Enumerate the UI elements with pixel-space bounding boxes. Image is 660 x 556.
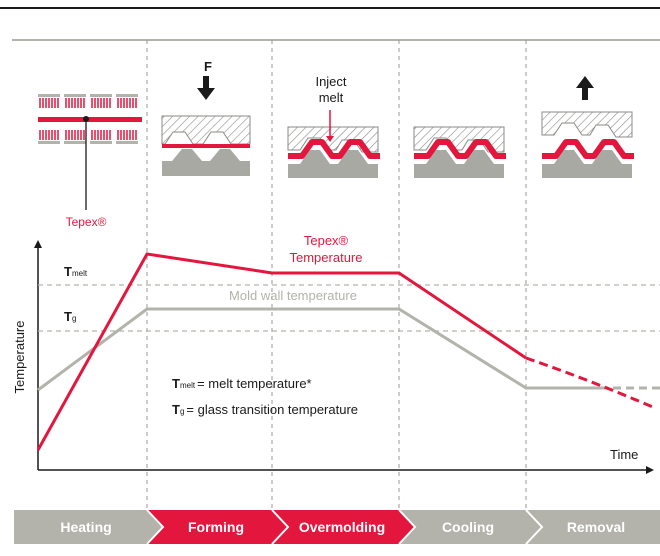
overmold-part <box>288 139 380 159</box>
inject-arrow-icon <box>326 136 334 142</box>
mold-wall-temperature-label: Mold wall temperature <box>229 288 357 303</box>
mold-wall-temperature-curve <box>37 307 600 392</box>
phase-dividers <box>146 40 527 510</box>
stage-removal <box>526 510 660 544</box>
overmold-lower-mold <box>288 150 378 178</box>
t-melt-subscript: melt <box>72 269 88 278</box>
svg-text:Tg: Tg <box>64 309 76 324</box>
tepex-temperature-curve <box>36 252 527 451</box>
stage-label-overmolding: Overmolding <box>299 519 385 535</box>
forming-schematic <box>161 76 251 176</box>
removal-lower-mold <box>542 150 632 178</box>
force-arrow-down-icon <box>197 76 215 100</box>
legend-glass-text: = glass transition temperature <box>186 402 358 417</box>
force-label: F <box>204 59 212 74</box>
legend-glass-symbol: T <box>172 402 180 417</box>
inject-melt-label-1: Inject <box>315 74 346 89</box>
x-axis-label: Time <box>610 447 638 462</box>
cooling-schematic <box>413 126 506 178</box>
heater-top <box>38 94 138 97</box>
stage-label-removal: Removal <box>567 519 625 535</box>
overmold-upper-mold <box>287 126 379 153</box>
cooling-lower-mold <box>414 150 504 178</box>
stage-cooling <box>399 510 542 544</box>
y-axis-label: Temperature <box>12 321 27 394</box>
svg-text:Tmelt= melt temperature*: Tmelt = melt temperature* <box>172 376 312 391</box>
legend-melt-text: = melt temperature* <box>197 376 312 391</box>
x-axis-arrow-icon <box>646 466 654 474</box>
tepex-label: Tepex® <box>66 215 107 229</box>
forming-upper-mold <box>161 115 251 145</box>
stage-label-cooling: Cooling <box>442 519 494 535</box>
forming-lower-mold <box>162 149 250 176</box>
legend-melt-symbol: T <box>172 376 180 391</box>
y-axis-arrow-icon <box>34 240 42 248</box>
t-g-symbol: T <box>64 309 72 324</box>
stage-label-heating: Heating <box>60 519 111 535</box>
stage-heating <box>14 510 163 544</box>
removal-upper-mold <box>541 111 633 138</box>
cooling-upper-mold <box>413 126 505 153</box>
stage-forming <box>147 510 288 544</box>
cooling-part <box>414 139 506 159</box>
svg-text:Tg= glass transition temperatu: Tg = glass transition temperature <box>172 402 358 417</box>
svg-text:Tmelt: Tmelt <box>64 264 88 279</box>
heater-bottom <box>38 141 138 144</box>
stage-bar: Heating Forming Overmolding Cooling Remo… <box>14 509 660 545</box>
heater-bottom-coils <box>39 130 137 140</box>
heater-top-coils <box>39 98 137 108</box>
stage-label-forming: Forming <box>188 519 244 535</box>
inject-melt-label-2: melt <box>319 90 344 105</box>
legend-melt-subscript: melt <box>180 381 196 390</box>
t-g-subscript: g <box>72 314 76 323</box>
overmolding-schematic <box>287 110 380 178</box>
legend-glass-subscript: g <box>180 407 184 416</box>
removal-arrow-up-icon <box>576 76 594 100</box>
removal-schematic <box>541 76 634 178</box>
t-melt-symbol: T <box>64 264 72 279</box>
stage-overmolding <box>272 510 415 544</box>
removal-part <box>542 139 634 159</box>
tepex-temperature-label-1: Tepex® <box>304 233 349 248</box>
tepex-temperature-dashed <box>525 356 656 410</box>
heating-schematic <box>38 94 142 210</box>
chart-axes <box>34 240 654 474</box>
tepex-temperature-label-2: Temperature <box>290 250 363 265</box>
